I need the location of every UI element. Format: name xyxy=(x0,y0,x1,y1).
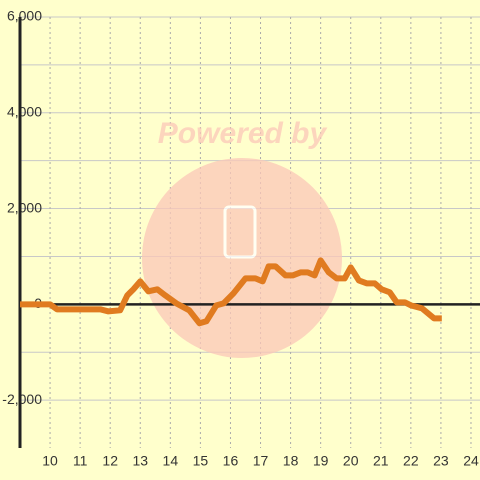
x-tick-label: 18 xyxy=(283,453,299,469)
x-tick-label: 24 xyxy=(463,453,479,469)
watermark-icon xyxy=(223,205,257,259)
watermark-text: Powered by xyxy=(158,117,328,150)
y-tick-label: -2,000 xyxy=(2,391,42,407)
x-tick-label: 13 xyxy=(132,453,148,469)
x-tick-label: 15 xyxy=(193,453,209,469)
x-tick-label: 23 xyxy=(433,453,449,469)
x-tick-label: 14 xyxy=(163,453,179,469)
y-tick-label: 2,000 xyxy=(7,199,42,215)
x-tick-label: 11 xyxy=(73,453,88,469)
watermark: Powered by xyxy=(142,117,342,358)
x-tick-label: 21 xyxy=(373,453,389,469)
y-tick-label: 4,000 xyxy=(7,103,42,119)
x-tick-label: 20 xyxy=(343,453,359,469)
x-tick-label: 12 xyxy=(102,453,118,469)
x-tick-label: 16 xyxy=(223,453,239,469)
y-tick-label: 6,000 xyxy=(7,8,42,24)
x-tick-label: 22 xyxy=(403,453,419,469)
x-tick-label: 10 xyxy=(42,453,58,469)
data-line xyxy=(20,257,442,327)
x-tick-label: 17 xyxy=(253,453,269,469)
x-tick-label: 19 xyxy=(313,453,329,469)
